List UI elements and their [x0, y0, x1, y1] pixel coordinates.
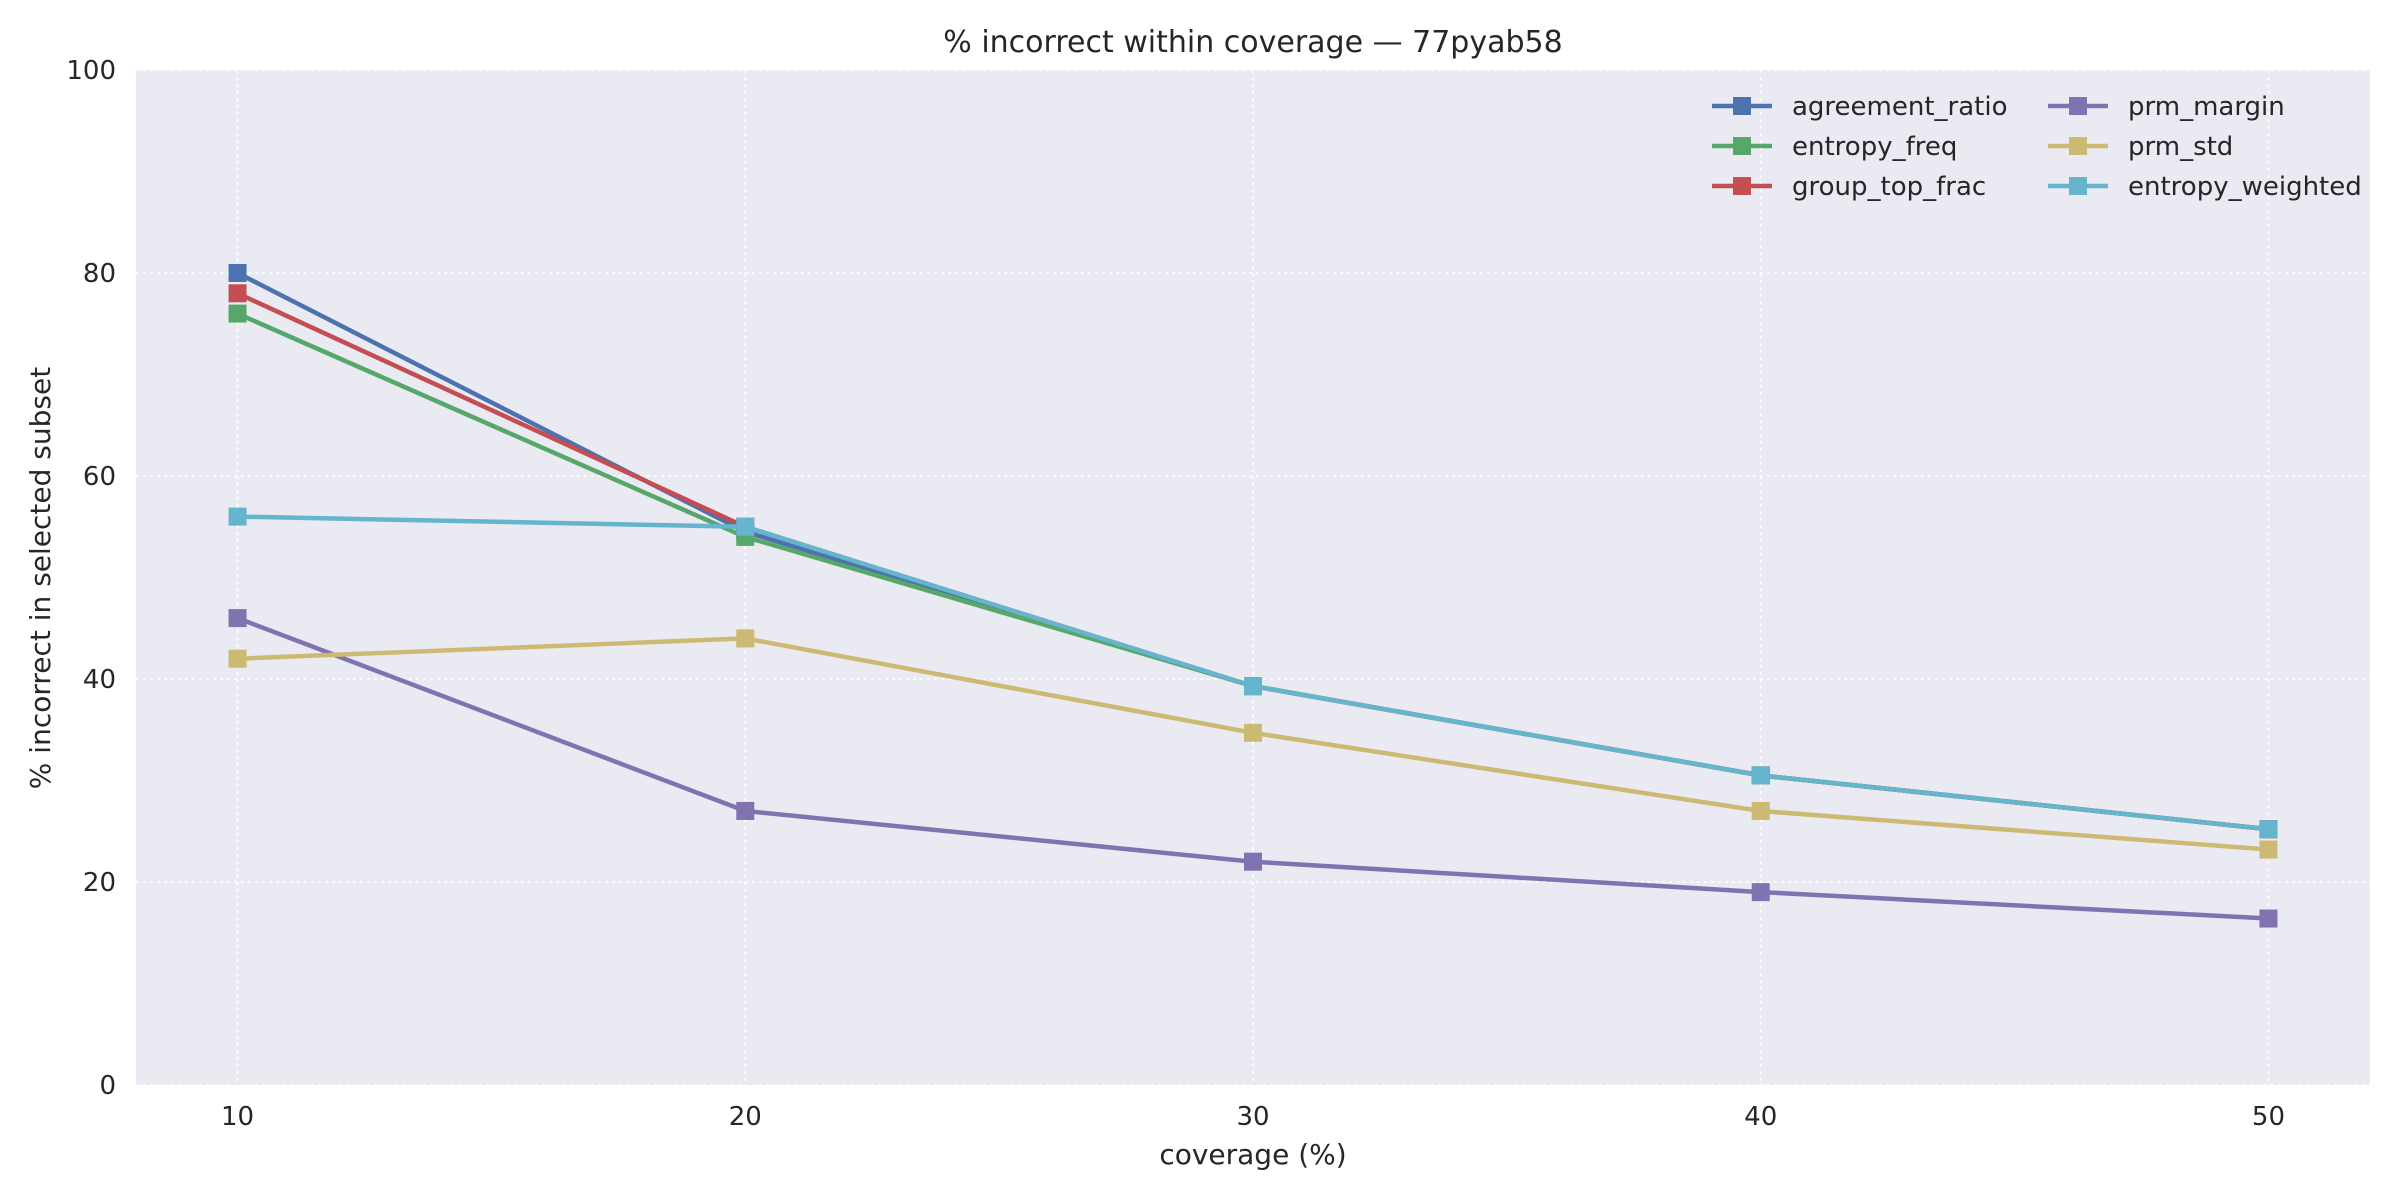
data-point-prm_margin [1244, 852, 1262, 871]
data-point-prm_margin [2259, 909, 2278, 928]
data-point-entropy_weighted [1244, 677, 1262, 696]
legend-label-prm_margin: prm_margin [2128, 92, 2285, 122]
x-axis-ticks: 10 20 30 40 50 [221, 1102, 2285, 1132]
legend-swatch-marker-prm_std [2069, 137, 2087, 155]
y-tick-label: 60 [83, 462, 116, 492]
legend-label-agreement_ratio: agreement_ratio [1792, 92, 2008, 122]
series-lines [228, 264, 2278, 928]
y-axis-label: % incorrect in selected subset [24, 367, 57, 789]
data-point-entropy_weighted [228, 507, 247, 526]
data-point-group_top_frac [228, 284, 247, 303]
legend-swatch-marker-prm_margin [2069, 97, 2087, 115]
y-tick-label: 100 [66, 56, 116, 86]
x-tick-label: 40 [1744, 1102, 1777, 1132]
legend-label-group_top_frac: group_top_frac [1792, 172, 1986, 202]
data-point-prm_std [1751, 801, 1770, 820]
data-point-entropy_weighted [1751, 766, 1770, 785]
data-point-prm_std [228, 649, 247, 668]
y-tick-label: 0 [99, 1071, 116, 1101]
y-tick-label: 40 [83, 665, 116, 695]
x-axis-label: coverage (%) [1159, 1138, 1346, 1171]
y-tick-label: 20 [83, 868, 116, 898]
x-tick-label: 30 [1236, 1102, 1269, 1132]
data-point-prm_margin [1751, 883, 1770, 902]
x-tick-label: 10 [221, 1102, 254, 1132]
x-tick-label: 50 [2252, 1102, 2285, 1132]
legend-label-entropy_weighted: entropy_weighted [2128, 172, 2362, 202]
chart-title: % incorrect within coverage — 77pyab58 [943, 25, 1562, 60]
data-point-prm_std [736, 629, 755, 648]
y-axis-ticks: 0 20 40 60 80 100 [66, 56, 116, 1101]
grid [136, 69, 2370, 1086]
legend: agreement_ratio entropy_freq group_top_fra… [1712, 92, 2362, 202]
data-point-prm_margin [228, 609, 247, 628]
data-point-entropy_weighted [736, 517, 755, 536]
data-point-entropy_freq [228, 304, 247, 323]
y-tick-label: 80 [83, 259, 116, 289]
data-point-agreement_ratio [228, 264, 247, 282]
data-point-prm_std [1244, 723, 1262, 742]
data-point-prm_margin [736, 801, 755, 820]
legend-swatch-marker-group_top_frac [1733, 177, 1751, 195]
data-point-entropy_weighted [2259, 820, 2278, 839]
legend-label-entropy_freq: entropy_freq [1792, 132, 1957, 162]
legend-swatch-marker-entropy_weighted [2069, 177, 2087, 195]
legend-swatch-marker-entropy_freq [1733, 137, 1751, 155]
legend-label-prm_std: prm_std [2128, 132, 2233, 162]
x-tick-label: 20 [729, 1102, 762, 1132]
legend-swatch-marker-agreement_ratio [1733, 97, 1751, 115]
data-point-prm_std [2259, 840, 2278, 859]
